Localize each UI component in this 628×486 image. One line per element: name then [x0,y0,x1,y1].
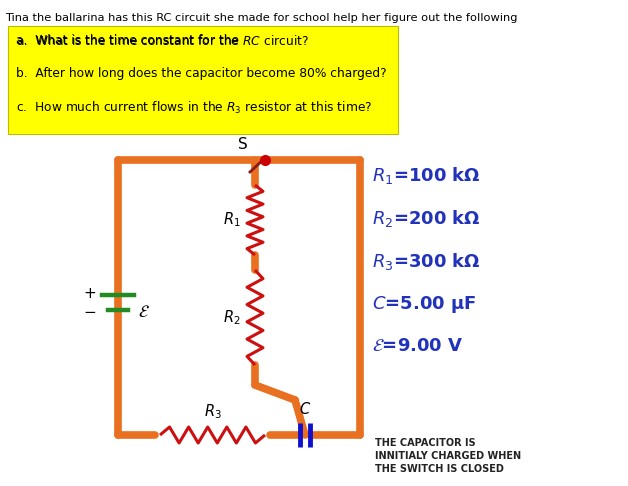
Text: $\mathcal{E}$: $\mathcal{E}$ [138,303,150,321]
Text: $R_1$=100 kΩ: $R_1$=100 kΩ [372,165,481,186]
Text: c.  How much current flows in the $R_3$ resistor at this time?: c. How much current flows in the $R_3$ r… [16,100,372,116]
Text: $R_1$: $R_1$ [224,210,241,229]
Text: S: S [238,137,248,152]
Text: $R_3$: $R_3$ [203,402,222,421]
Text: THE SWITCH IS CLOSED: THE SWITCH IS CLOSED [375,464,504,474]
Text: $R_3$=300 kΩ: $R_3$=300 kΩ [372,251,481,272]
Text: −: − [84,305,96,319]
Text: $C$: $C$ [299,401,311,417]
Text: b.  After how long does the capacitor become 80% charged?: b. After how long does the capacitor bec… [16,67,387,80]
Text: $R_2$=200 kΩ: $R_2$=200 kΩ [372,208,481,229]
Text: a.  What is the time constant for the: a. What is the time constant for the [16,34,243,47]
Text: a.  What is the time constant for the $\mathit{RC}$ circuit?: a. What is the time constant for the $\m… [16,34,309,48]
Text: $\mathcal{E}$=9.00 V: $\mathcal{E}$=9.00 V [372,337,463,355]
FancyBboxPatch shape [8,26,398,134]
Text: THE CAPACITOR IS: THE CAPACITOR IS [375,438,475,448]
Text: +: + [84,285,96,300]
Text: $C$=5.00 μF: $C$=5.00 μF [372,294,476,315]
Text: INNITIALY CHARGED WHEN: INNITIALY CHARGED WHEN [375,451,521,461]
Text: Tina the ballarina has this RC circuit she made for school help her figure out t: Tina the ballarina has this RC circuit s… [5,13,517,23]
Text: $R_2$: $R_2$ [224,308,241,327]
